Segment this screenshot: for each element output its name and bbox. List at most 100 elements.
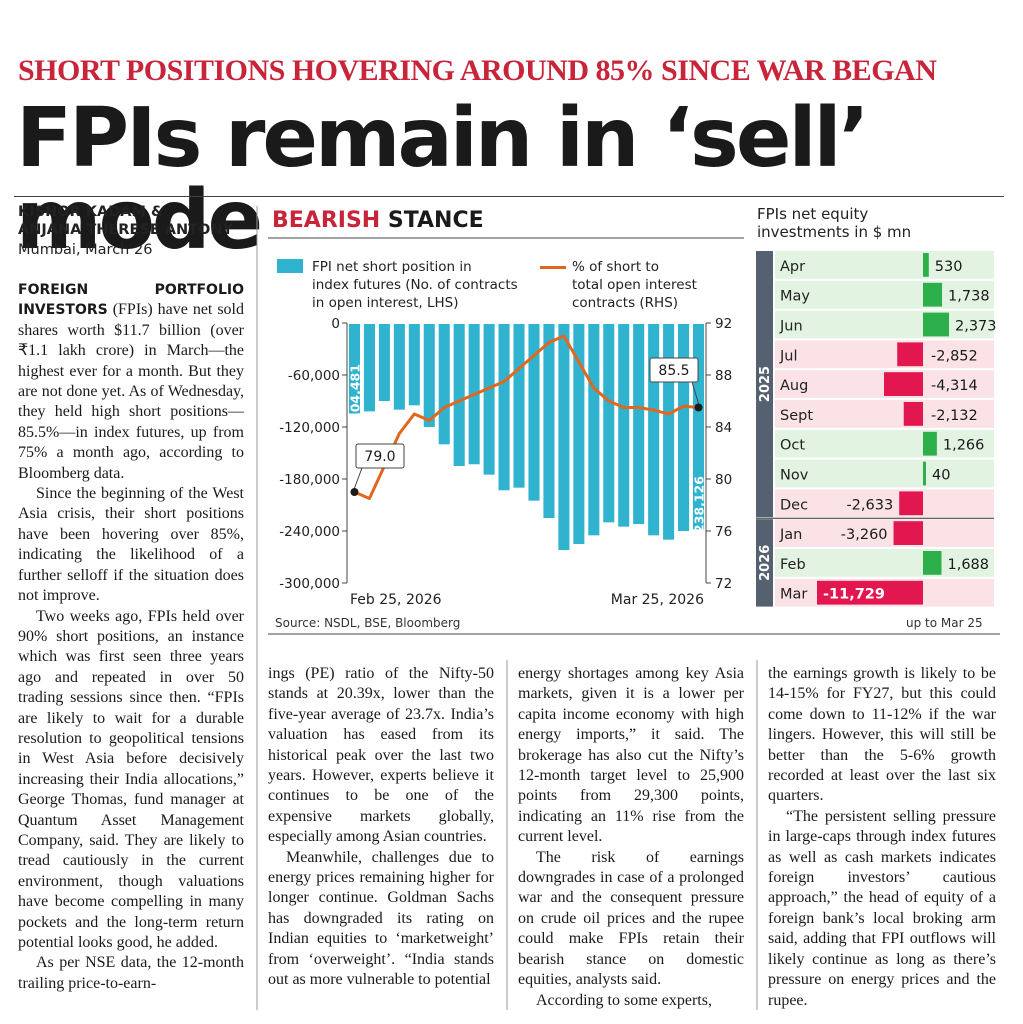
- callout-end-leader: [691, 381, 699, 404]
- paragraph: energy shortages among key Asia markets,…: [518, 665, 744, 846]
- month-row: [775, 340, 994, 369]
- short-position-bar: [513, 324, 525, 488]
- side-title-line: investments in $ mn: [757, 223, 912, 241]
- month-label: Aug: [780, 378, 808, 394]
- paragraph: ings (PE) ratio of the Nifty-50 stands a…: [268, 665, 494, 846]
- byline-authors-2: ANJANA THERESE ANTONY: [18, 222, 233, 238]
- short-position-bar: [498, 324, 510, 491]
- article-column-2: ings (PE) ratio of the Nifty-50 stands a…: [268, 664, 494, 991]
- month-row: [775, 429, 994, 458]
- legend-bar-line: FPI net short position in: [312, 259, 472, 275]
- callout-start-box: [355, 443, 405, 469]
- inflow-bar: [923, 312, 949, 337]
- outflow-value: -4,314: [931, 378, 978, 394]
- header-rule: [14, 196, 1004, 197]
- month-label: Mar: [780, 587, 807, 603]
- short-position-bar: [393, 324, 405, 410]
- short-position-bar: [528, 324, 540, 501]
- paragraph: The risk of earnings downgrades in case …: [518, 848, 744, 989]
- outflow-bar: [897, 342, 923, 367]
- short-position-bar: [453, 324, 465, 466]
- dateline: Mumbai, March 26: [18, 242, 153, 258]
- left-tick-label: -180,000: [279, 472, 340, 488]
- short-position-bar: [558, 324, 570, 551]
- paragraph-1: (FPIs) have net sold shares worth $11.7 …: [18, 301, 244, 482]
- year-2026-band: [756, 519, 773, 607]
- callout-end-value: 85.5: [658, 363, 689, 379]
- x-axis-label-end: Mar 25, 2026: [611, 592, 704, 608]
- legend-bar-line: index futures (No. of contracts: [312, 277, 518, 293]
- short-position-bar: [438, 324, 450, 445]
- short-position-bar: [663, 324, 675, 540]
- short-position-bar: [588, 324, 600, 536]
- left-tick-label: 0: [331, 316, 340, 332]
- short-percent-line: [353, 334, 699, 500]
- outflow-bar: [817, 580, 923, 605]
- legend-bar-label: FPI net short position in index futures …: [312, 258, 518, 312]
- year-2025-band: [756, 251, 773, 518]
- paragraph-4: As per NSE data, the 12-month trailing p…: [18, 954, 244, 992]
- chart-title-accent: BEARISH: [272, 208, 381, 233]
- inflow-value: 40: [932, 468, 950, 484]
- month-row: [775, 310, 994, 339]
- short-position-bar: [408, 324, 420, 406]
- month-row: [775, 489, 994, 518]
- left-tick-label: -300,000: [279, 576, 340, 592]
- inflow-value: 2,373: [955, 319, 997, 335]
- inflow-bar: [923, 551, 942, 575]
- inflow-bar: [923, 282, 943, 307]
- outflow-value: -2,633: [846, 497, 893, 513]
- legend-line-line: total open interest: [572, 277, 697, 293]
- line-start-marker: [350, 488, 359, 496]
- outflow-bar: [893, 521, 923, 545]
- inflow-value: 1,738: [948, 289, 990, 305]
- legend-bar-swatch: [277, 259, 303, 273]
- right-tick-label: 88: [715, 368, 732, 384]
- inflow-value: 530: [935, 259, 963, 275]
- legend-line-line: contracts (RHS): [572, 295, 679, 311]
- right-tick-label: 92: [715, 316, 732, 332]
- left-tick-label: -240,000: [279, 524, 340, 540]
- byline-authors-1: KISHOR KADAM &: [18, 204, 164, 220]
- month-label: Dec: [780, 497, 808, 513]
- short-position-bar: [483, 324, 495, 475]
- month-label: Jul: [779, 348, 798, 364]
- outflow-bar: [884, 372, 923, 396]
- side-chart-title: FPIs net equity investments in $ mn: [757, 205, 911, 241]
- month-label: Feb: [780, 557, 806, 573]
- chart-source: Source: NSDL, BSE, Bloomberg: [275, 616, 461, 630]
- outflow-value: -11,729: [823, 587, 885, 603]
- right-tick-label: 72: [715, 576, 732, 592]
- month-label: Apr: [780, 259, 805, 275]
- legend-line-swatch: [540, 266, 566, 269]
- first-bar-label: 104,481: [347, 364, 362, 421]
- callout-start-leader: [354, 467, 363, 489]
- month-label: May: [780, 289, 810, 305]
- paragraph: the earnings growth is likely to be 14-1…: [768, 665, 996, 805]
- x-axis-label-start: Feb 25, 2026: [350, 592, 442, 608]
- month-label: Jun: [779, 319, 803, 335]
- left-tick-label: -60,000: [288, 368, 340, 384]
- month-row: [775, 549, 994, 577]
- month-label: Sept: [780, 408, 813, 424]
- right-tick-label: 76: [715, 524, 732, 540]
- month-label: Nov: [780, 468, 809, 484]
- month-row: [775, 519, 994, 547]
- outflow-value: -2,132: [931, 408, 978, 424]
- month-label: Jan: [779, 527, 802, 543]
- article-column-1: FOREIGN PORTFOLIO INVESTORS (FPIs) have …: [18, 280, 244, 994]
- outflow-bar: [903, 402, 923, 426]
- headline: FPIs remain in ‘sell’ mode: [16, 91, 870, 268]
- short-position-bar: [423, 324, 435, 427]
- side-title-line: FPIs net equity: [757, 205, 869, 223]
- outflow-bar: [899, 491, 923, 516]
- inflow-bar: [923, 461, 926, 486]
- month-row: [775, 280, 994, 309]
- callout-end-box: [649, 357, 699, 383]
- callout-start-value: 79.0: [364, 449, 395, 465]
- short-position-bar: [573, 324, 585, 544]
- article-column-4: the earnings growth is likely to be 14-1…: [768, 664, 996, 1011]
- short-position-bar: [692, 324, 705, 530]
- short-position-bar: [618, 324, 630, 527]
